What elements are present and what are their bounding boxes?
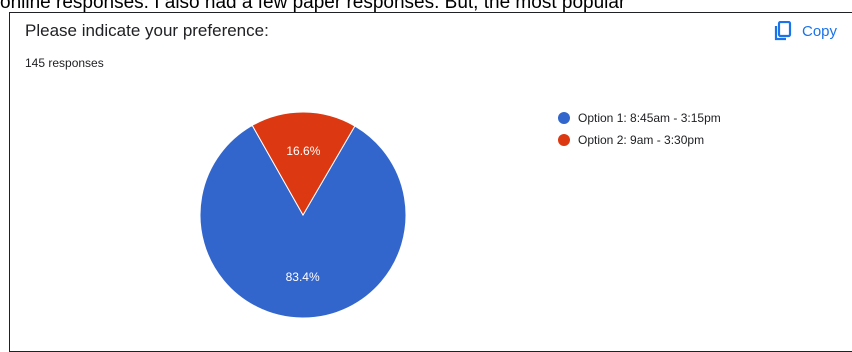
slice-label-1: 83.4% [286,270,320,284]
response-count: 145 responses [25,56,104,70]
legend-marker-2 [558,134,570,146]
response-summary-card: Please indicate your preference: 145 res… [9,12,852,352]
legend-marker-1 [558,112,570,124]
copy-label: Copy [802,22,838,40]
pie-chart: 83.4% 16.6% Option 1: 8:45am - 3:15pm Optio… [199,111,721,319]
legend-label-1: Option 1: 8:45am - 3:15pm [578,111,721,125]
question-title: Please indicate your preference: [25,21,269,40]
background-document-text: online responses. I also had a few paper… [0,0,626,12]
copy-icon [774,21,792,41]
pie-slice-1 [199,124,407,319]
copy-button[interactable]: Copy [774,18,837,44]
legend-label-2: Option 2: 9am - 3:30pm [578,133,704,147]
pie-slice-2 [251,111,356,217]
slice-label-2: 16.6% [286,144,320,158]
